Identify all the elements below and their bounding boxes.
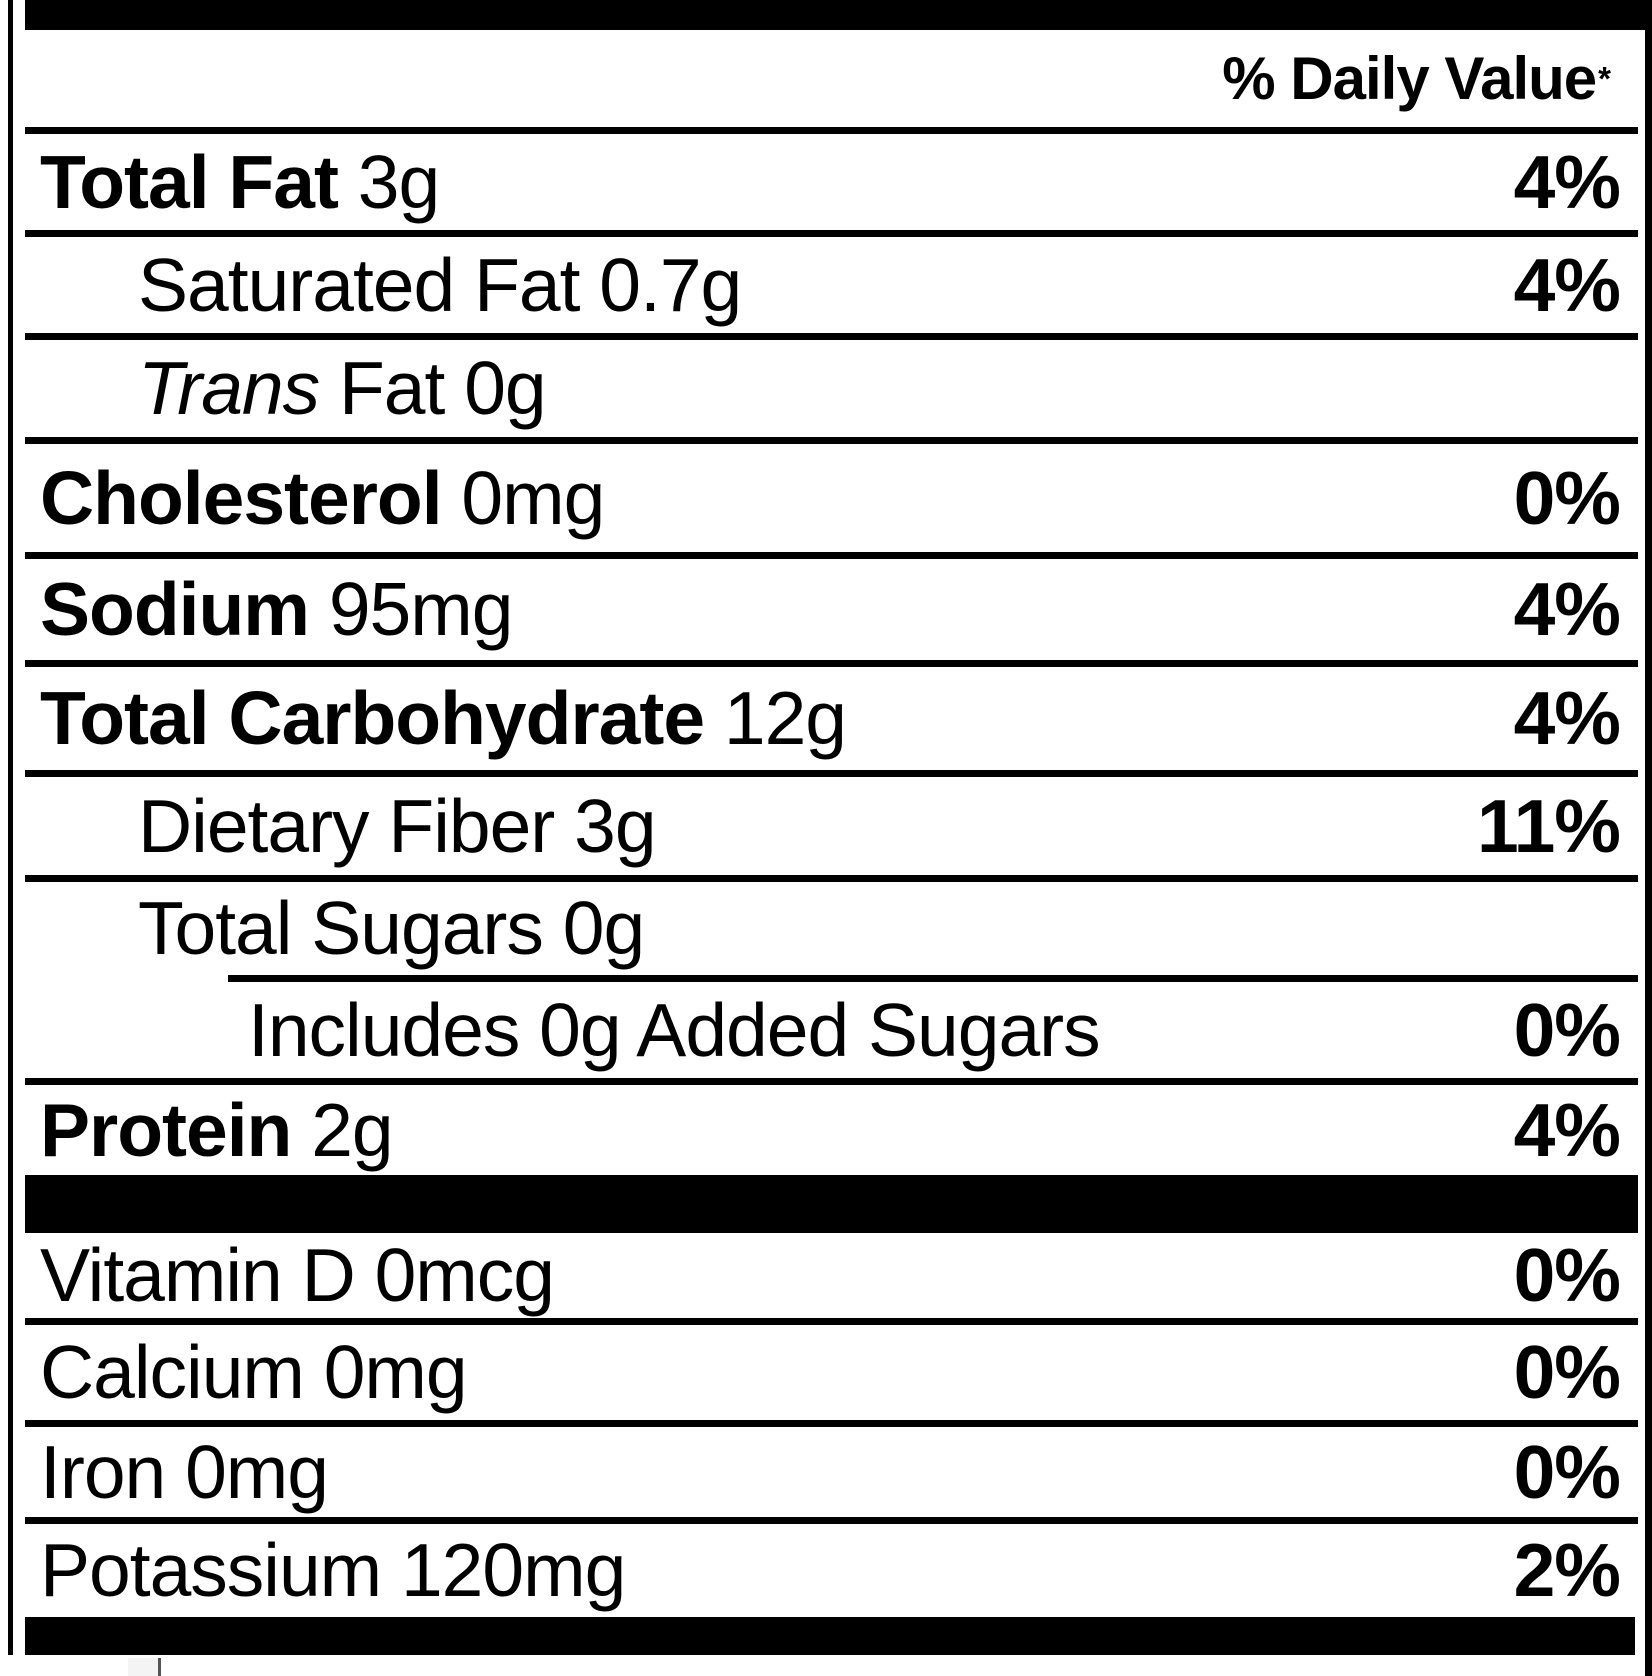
daily-value-percent: 4% bbox=[1513, 567, 1621, 651]
nutrient-row-saturated-fat: Saturated Fat 0.7g 4% bbox=[25, 237, 1638, 333]
separator-rule bbox=[25, 437, 1638, 444]
separator-rule bbox=[25, 875, 1638, 882]
label-right-border bbox=[1645, 0, 1652, 1676]
nutrient-label: Dietary Fiber 3g bbox=[138, 783, 657, 868]
nutrient-label: Protein 2g bbox=[40, 1087, 394, 1172]
nutrient-label: Iron 0mg bbox=[40, 1429, 329, 1514]
section-divider-bar bbox=[25, 1175, 1638, 1233]
nutrient-row-calcium: Calcium 0mg 0% bbox=[25, 1325, 1638, 1420]
nutrient-row-cholesterol: Cholesterol 0mg 0% bbox=[25, 444, 1638, 552]
nutrient-row-dietary-fiber: Dietary Fiber 3g 11% bbox=[25, 777, 1638, 875]
separator-rule bbox=[25, 660, 1638, 667]
separator-rule bbox=[25, 333, 1638, 340]
separator-rule bbox=[25, 1078, 1638, 1085]
nutrient-label: Total Sugars 0g bbox=[138, 886, 645, 970]
daily-value-percent: 4% bbox=[1513, 242, 1621, 327]
bottom-black-bar bbox=[25, 1617, 1635, 1655]
nutrient-row-total-sugars: Total Sugars 0g bbox=[25, 882, 1638, 975]
nutrient-row-sodium: Sodium 95mg 4% bbox=[25, 559, 1638, 660]
nutrient-row-iron: Iron 0mg 0% bbox=[25, 1427, 1638, 1517]
daily-value-percent: 0% bbox=[1513, 1429, 1621, 1514]
nutrient-row-added-sugars: Includes 0g Added Sugars 0% bbox=[25, 982, 1638, 1078]
nutrient-label: Potassium 120mg bbox=[40, 1528, 626, 1612]
nutrient-row-potassium: Potassium 120mg 2% bbox=[25, 1524, 1638, 1617]
daily-value-percent: 4% bbox=[1513, 1087, 1621, 1172]
label-left-border bbox=[8, 0, 13, 1655]
nutrient-label: Trans Fat 0g bbox=[138, 346, 547, 430]
nutrient-row-total-fat: Total Fat 3g 4% bbox=[25, 134, 1638, 230]
nutrient-label: Cholesterol 0mg bbox=[40, 455, 605, 540]
label-content: % Daily Value * Total Fat 3g 4% Saturated… bbox=[25, 0, 1645, 1655]
daily-value-percent: 2% bbox=[1513, 1528, 1621, 1612]
nutrient-row-protein: Protein 2g 4% bbox=[25, 1085, 1638, 1175]
nutrient-label: Sodium 95mg bbox=[40, 567, 513, 651]
nutrient-label: Includes 0g Added Sugars bbox=[248, 987, 1101, 1072]
nutrient-label: Total Carbohydrate 12g bbox=[40, 676, 847, 760]
daily-value-percent: 0% bbox=[1513, 1330, 1621, 1414]
separator-rule-indented bbox=[228, 975, 1638, 982]
daily-value-header-label: % Daily Value bbox=[1222, 45, 1597, 112]
separator-rule bbox=[25, 552, 1638, 559]
separator-rule bbox=[25, 127, 1638, 134]
separator-rule bbox=[25, 1517, 1638, 1524]
daily-value-percent: 4% bbox=[1513, 139, 1621, 224]
daily-value-header: % Daily Value * bbox=[25, 30, 1638, 127]
separator-rule bbox=[25, 770, 1638, 777]
daily-value-percent: 4% bbox=[1513, 676, 1621, 760]
top-black-bar bbox=[25, 0, 1645, 30]
daily-value-percent: 0% bbox=[1513, 455, 1621, 540]
nutrient-row-vitamin-d: Vitamin D 0mcg 0% bbox=[25, 1233, 1638, 1318]
daily-value-percent: 0% bbox=[1513, 987, 1621, 1072]
nutrient-label: Saturated Fat 0.7g bbox=[138, 242, 742, 327]
nutrient-label: Vitamin D 0mcg bbox=[40, 1233, 555, 1317]
daily-value-percent: 11% bbox=[1477, 783, 1621, 868]
nutrient-row-trans-fat: Trans Fat 0g bbox=[25, 340, 1638, 437]
separator-rule bbox=[25, 1318, 1638, 1325]
daily-value-asterisk: * bbox=[1598, 60, 1611, 97]
daily-value-percent: 0% bbox=[1513, 1233, 1621, 1317]
nutrient-label: Total Fat 3g bbox=[40, 139, 440, 224]
separator-rule bbox=[25, 1420, 1638, 1427]
scan-edge-artifact bbox=[128, 1658, 161, 1676]
nutrient-label: Calcium 0mg bbox=[40, 1330, 468, 1414]
nutrient-row-total-carbohydrate: Total Carbohydrate 12g 4% bbox=[25, 667, 1638, 770]
separator-rule bbox=[25, 230, 1638, 237]
